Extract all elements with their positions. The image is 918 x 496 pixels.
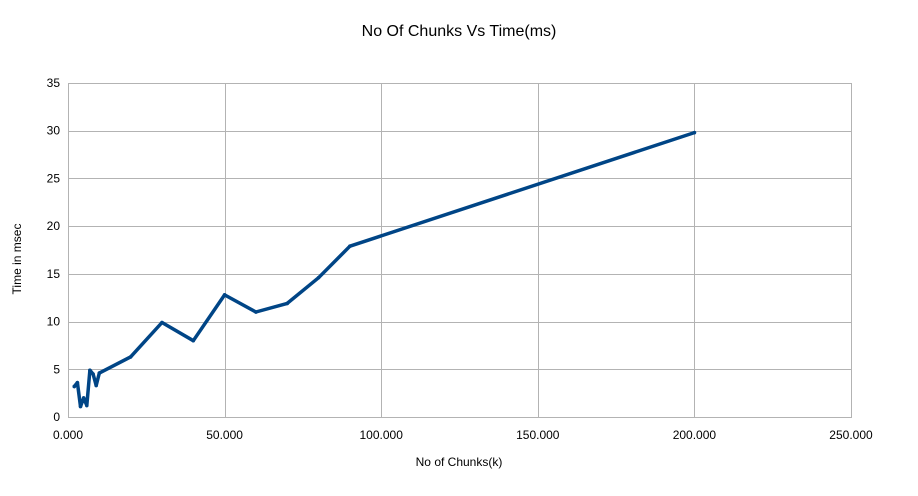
data-point bbox=[94, 383, 98, 388]
data-point bbox=[191, 338, 196, 343]
y-axis-label: Time in msec bbox=[10, 224, 24, 295]
x-gridlines bbox=[68, 83, 852, 417]
data-point bbox=[81, 396, 86, 400]
data-point bbox=[97, 371, 102, 375]
chart-title: No Of Chunks Vs Time(ms) bbox=[362, 23, 557, 40]
data-point bbox=[692, 130, 697, 135]
data-point bbox=[160, 320, 164, 325]
x-tick-label: 200.000 bbox=[673, 428, 717, 442]
series-layer bbox=[72, 130, 697, 409]
data-point bbox=[222, 293, 227, 297]
data-point bbox=[128, 355, 133, 359]
x-tick-label: 100.000 bbox=[360, 428, 404, 442]
y-tick-label: 0 bbox=[53, 410, 60, 424]
y-tick-label: 25 bbox=[47, 171, 61, 185]
y-tick-label: 20 bbox=[47, 219, 61, 233]
data-point bbox=[254, 310, 258, 314]
x-tick-label: 0.000 bbox=[53, 428, 83, 442]
data-point bbox=[88, 368, 92, 373]
data-point bbox=[91, 372, 95, 376]
x-tick-label: 150.000 bbox=[516, 428, 560, 442]
x-tick-label: 50.000 bbox=[206, 428, 243, 442]
data-point bbox=[348, 244, 352, 248]
x-axis-tick-labels: 0.000 50.000 100.000 150.000 200.000 250.000 bbox=[53, 428, 873, 442]
data-point bbox=[285, 301, 290, 306]
x-tick-label: 250.000 bbox=[829, 428, 873, 442]
y-gridlines bbox=[68, 83, 851, 418]
y-tick-label: 15 bbox=[47, 267, 61, 281]
data-point bbox=[84, 403, 89, 408]
data-point bbox=[75, 380, 80, 385]
data-point bbox=[72, 384, 77, 389]
y-tick-label: 10 bbox=[47, 315, 61, 329]
y-tick-label: 5 bbox=[53, 362, 60, 376]
data-point bbox=[316, 275, 321, 280]
x-axis-label: No of Chunks(k) bbox=[416, 455, 503, 469]
y-tick-label: 30 bbox=[47, 124, 61, 138]
y-tick-label: 35 bbox=[47, 76, 61, 90]
plot-area bbox=[68, 83, 852, 418]
data-point bbox=[78, 404, 83, 409]
y-axis-tick-labels: 0 5 10 15 20 25 30 35 bbox=[47, 76, 61, 424]
series-line bbox=[72, 130, 697, 409]
